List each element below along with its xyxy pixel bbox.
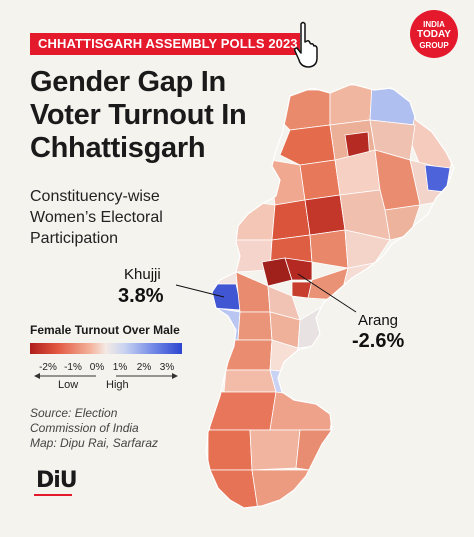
legend-tick: 0% (89, 362, 105, 373)
arang-value: -2.6% (352, 330, 405, 352)
arang-pointer-line (297, 273, 357, 313)
khujji-label: Khujji (124, 266, 161, 283)
khujji-pointer-line (175, 284, 225, 298)
india-today-group-logo: INDIA TODAY GROUP (410, 10, 458, 58)
legend-color-scale (30, 343, 182, 354)
source-note: Source: Election Commission of India Map… (30, 406, 159, 450)
legend-tick: -2% (39, 362, 57, 373)
legend-high-label: High (106, 379, 129, 391)
khujji-value: 3.8% (118, 285, 164, 307)
legend-tick: 3% (159, 362, 175, 373)
legend-title: Female Turnout Over Male (30, 323, 180, 337)
page-subtitle: Constituency-wise Women’s Electoral Part… (30, 188, 163, 247)
low-high-arrows (34, 373, 178, 379)
legend-tick: 2% (136, 362, 152, 373)
legend-tick: 1% (112, 362, 128, 373)
arang-label: Arang (358, 312, 399, 329)
page-title: Gender Gap In Voter Turnout In Chhattisg… (30, 66, 247, 164)
pointing-hand-icon (294, 21, 318, 68)
legend-low-label: Low (58, 379, 79, 391)
legend-tick: -1% (64, 362, 82, 373)
diu-logo: DiU (32, 464, 78, 496)
headline-banner: CHHATTISGARH ASSEMBLY POLLS 2023 (30, 33, 300, 55)
